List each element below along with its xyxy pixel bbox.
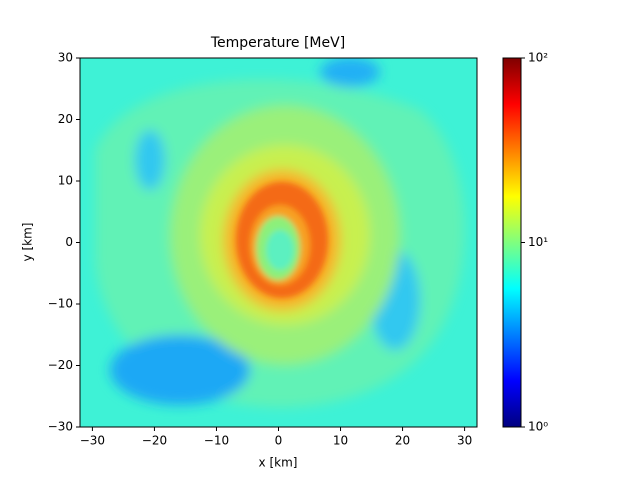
x-tick-label: 10 (333, 434, 348, 448)
y-tick-label: 10 (58, 174, 73, 188)
y-tick-label: −20 (48, 358, 73, 372)
colorbar-tick-label: 10¹ (528, 235, 548, 249)
colorbar-tick-label: 10² (528, 51, 548, 65)
y-tick-label: 30 (58, 51, 73, 65)
x-tick-label: 30 (457, 434, 472, 448)
heatmap-image (80, 58, 477, 427)
y-tick-label: 20 (58, 112, 73, 126)
x-tick-label: −20 (142, 434, 167, 448)
x-axis-label: x [km] (259, 456, 298, 470)
y-tick-label: 0 (65, 235, 73, 249)
x-tick-label: −30 (80, 434, 105, 448)
y-tick-label: −30 (48, 420, 73, 434)
x-tick-label: 0 (275, 434, 283, 448)
colorbar (502, 57, 522, 428)
colorbar-tick-label: 10⁰ (528, 420, 548, 434)
y-tick-label: −10 (48, 297, 73, 311)
x-tick-label: −10 (204, 434, 229, 448)
x-tick-label: 20 (395, 434, 410, 448)
chart-title: Temperature [MeV] (210, 35, 345, 51)
y-axis-label: y [km] (21, 223, 35, 262)
